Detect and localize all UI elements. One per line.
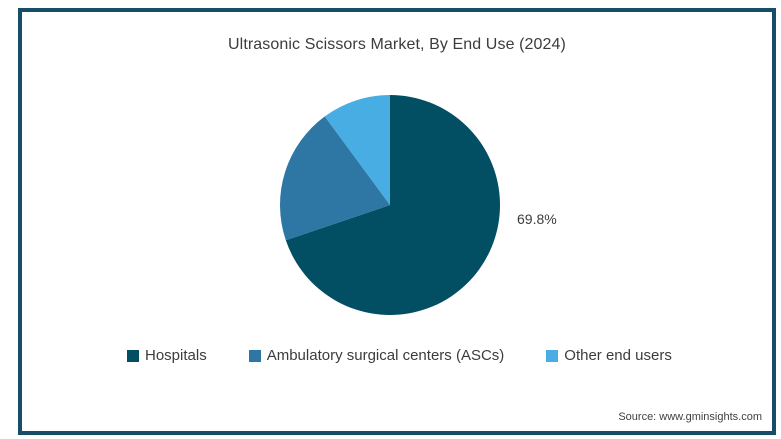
source-attribution: Source: www.gminsights.com (618, 411, 762, 423)
pie-slice-ambulatory-surgical-centers-ascs (280, 116, 390, 241)
legend-label-ascs: Ambulatory surgical centers (ASCs) (266, 347, 505, 364)
legend-swatch-ascs (248, 349, 261, 362)
legend-swatch-hospitals (127, 349, 139, 362)
pie-slice-hospitals (285, 95, 500, 315)
pie-chart (280, 95, 500, 315)
chart-title: Ultrasonic Scissors Market, By End Use (… (228, 36, 566, 53)
legend: Hospitals Ambulatory surgical centers (A… (127, 347, 672, 364)
legend-swatch-other-end-users (546, 349, 559, 362)
legend-item-other-end-users: Other end users (546, 347, 672, 364)
legend-item-ascs: Ambulatory surgical centers (ASCs) (248, 347, 505, 364)
legend-label-other-end-users: Other end users (564, 347, 672, 364)
legend-label-hospitals: Hospitals (145, 347, 207, 364)
legend-item-hospitals: Hospitals (127, 347, 207, 364)
pie-slice-other-end-users (324, 95, 390, 205)
data-label-hospitals-percentage: 69.8% (517, 211, 557, 227)
